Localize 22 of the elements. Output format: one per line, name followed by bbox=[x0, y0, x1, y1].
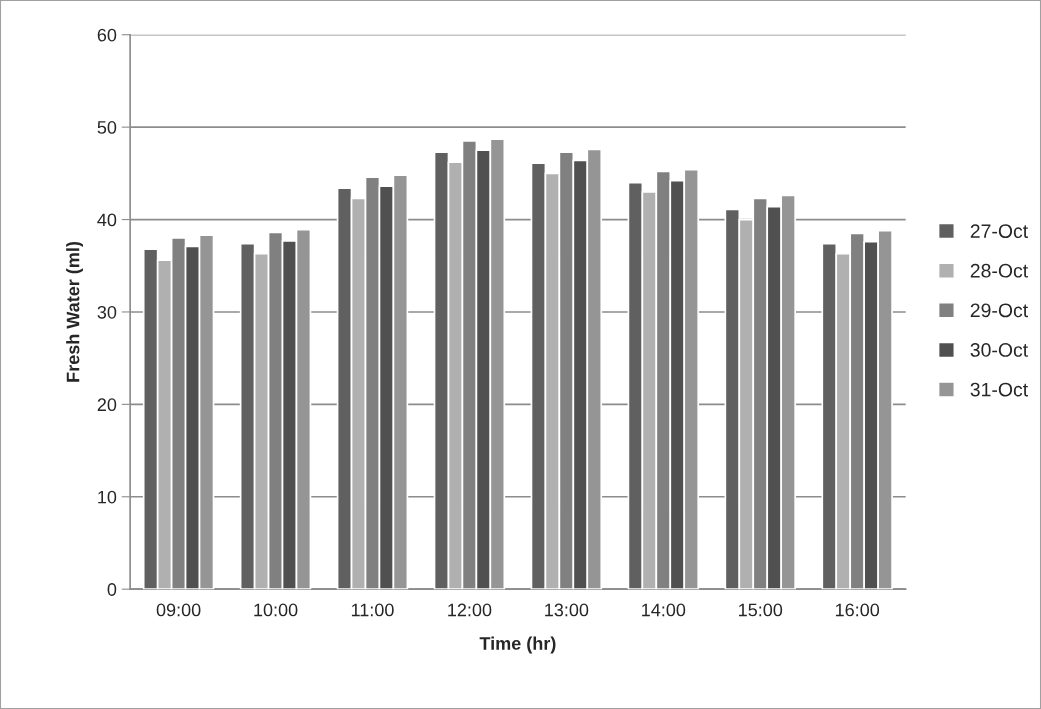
x-tick-label: 11:00 bbox=[351, 603, 394, 617]
y-tick-label: 50 bbox=[97, 121, 117, 134]
y-axis-title: Fresh Water (ml) bbox=[66, 241, 83, 382]
y-tick-label: 60 bbox=[97, 28, 117, 42]
y-tick-label: 30 bbox=[97, 305, 117, 319]
y-tick-label: 20 bbox=[97, 398, 117, 412]
y-tick-label: 0 bbox=[107, 583, 117, 596]
x-tick-label: 16:00 bbox=[835, 603, 880, 617]
legend-label: 31-Oct bbox=[970, 382, 1028, 397]
x-tick-label: 09:00 bbox=[156, 603, 201, 617]
y-tick-label: 10 bbox=[98, 490, 117, 504]
x-tick-label: 13:00 bbox=[545, 603, 589, 617]
legend-label: 30-Oct bbox=[970, 343, 1028, 357]
x-tick-label: 12:00 bbox=[448, 603, 492, 617]
x-axis-title: Time (hr) bbox=[479, 636, 556, 654]
x-tick-label: 10:00 bbox=[254, 603, 298, 617]
x-tick-label: 14:00 bbox=[642, 603, 686, 617]
y-tick-label: 40 bbox=[97, 213, 117, 227]
legend-label: 28-Oct bbox=[970, 263, 1028, 278]
x-tick-label: 15:00 bbox=[739, 603, 783, 617]
legend-label: 29-Oct bbox=[970, 303, 1028, 318]
legend-label: 27-Oct bbox=[970, 224, 1028, 238]
